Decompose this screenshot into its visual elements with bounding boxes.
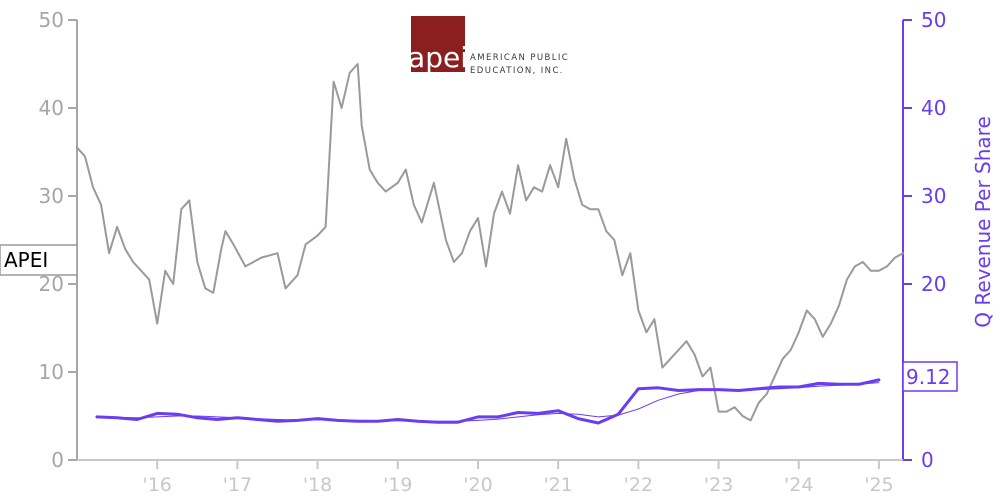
x-tick-label: '22 [624,474,653,496]
last-value-badge: 9.12 [902,361,958,392]
last-value-badge-label: 9.12 [906,365,951,389]
left-tick-label: 30 [39,184,64,208]
left-tick-label: 10 [39,360,64,384]
left-tick-label: 50 [39,8,64,32]
right-tick-label: 40 [921,96,946,120]
x-tick-label: '18 [303,474,332,496]
right-tick-label: 0 [921,448,934,472]
left-tick-label: 0 [51,448,64,472]
right-tick-label: 20 [921,272,946,296]
apei-logo: apei AMERICAN PUBLIC EDUCATION, INC. [408,16,569,76]
price-line [76,63,904,422]
logo-line-1: AMERICAN PUBLIC [470,53,569,63]
ticker-badge-box [0,244,78,276]
x-tick-label: '20 [463,474,492,496]
apei-logo-icon [411,16,465,72]
left-tick-label: 20 [39,272,64,296]
left-axis: 0 10 20 30 40 50 [39,8,78,472]
x-tick-label: '16 [142,474,171,496]
right-axis-title: Q Revenue Per Share [971,116,995,328]
logo-line-2: EDUCATION, INC. [470,66,564,76]
right-tick-label: 30 [921,184,946,208]
x-tick-label: '17 [223,474,252,496]
logo-wordmark: apei [408,41,468,74]
series-layer [76,63,904,425]
x-tick-label: '24 [784,474,813,496]
x-tick-label: '23 [704,474,733,496]
right-tick-label: 50 [921,8,946,32]
ticker-badge: APEI [0,244,78,276]
left-tick-label: 40 [39,96,64,120]
revenue-line [95,378,881,425]
ticker-badge-label: APEI [4,248,48,272]
x-tick-label: '19 [383,474,412,496]
last-value-badge-box [902,361,958,392]
x-axis: '16 '17 '18 '19 '20 '21 '22 '23 '24 '25 [77,459,903,496]
x-tick-label: '21 [543,474,572,496]
x-tick-label: '25 [864,474,893,496]
